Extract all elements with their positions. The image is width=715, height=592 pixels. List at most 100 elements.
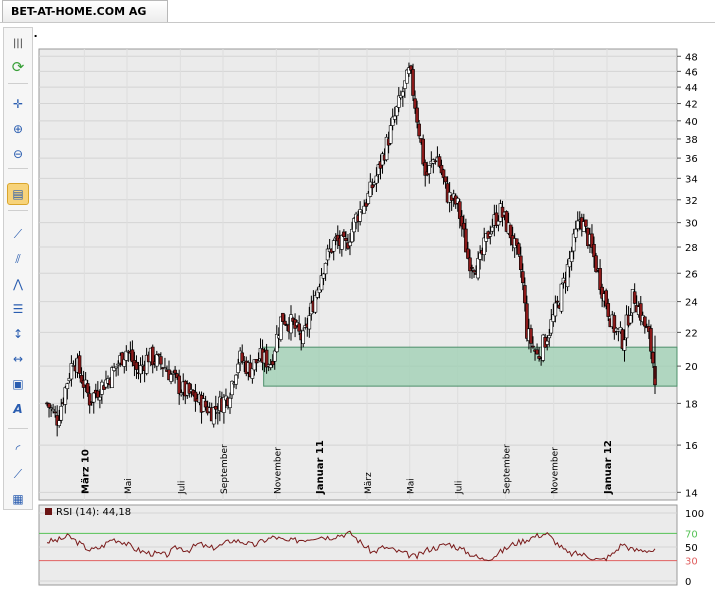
candle-body (177, 375, 181, 395)
candle-body (124, 350, 129, 361)
price-tick-label: 48 (685, 52, 698, 63)
candle-body (51, 409, 55, 412)
candle-body (405, 69, 409, 84)
candle-body (79, 375, 84, 383)
candle-body (494, 212, 499, 226)
candle-body (65, 383, 70, 389)
rsi-tick-label: 100 (685, 509, 704, 520)
price-tick-label: 24 (685, 298, 698, 309)
rsi-line (46, 530, 656, 562)
price-tick-label: 20 (685, 362, 698, 373)
candle-body (535, 349, 539, 355)
candle-body (301, 330, 306, 344)
refresh-icon[interactable]: ⟳ (11, 58, 25, 76)
fibonacci-icon[interactable]: ☰ (12, 302, 24, 316)
candle-body (384, 136, 389, 161)
price-axis: 14 16 18 20 22 24 26 28 30 32 34 36 38 40 42 44 46 48 (677, 52, 698, 499)
candle-body (462, 222, 466, 230)
candle-body (340, 235, 344, 250)
crosshair-icon[interactable]: ✛ (12, 97, 24, 111)
candle-body (407, 67, 411, 74)
vertical-line-icon[interactable]: ↕ (12, 327, 24, 341)
candle-body (468, 257, 472, 272)
candle-body (488, 233, 493, 237)
candle-body (289, 314, 293, 334)
candle-body (313, 295, 318, 313)
rsi-grid (39, 512, 677, 582)
price-tick-label: 38 (685, 135, 698, 146)
price-tick-label: 44 (685, 83, 698, 94)
candle-body (396, 95, 401, 108)
candle-body (315, 289, 320, 298)
text-icon[interactable]: A (13, 402, 23, 416)
candle-body (59, 405, 64, 421)
toolbar-separator (8, 83, 28, 84)
candle-body (537, 356, 541, 359)
candle-body (319, 275, 324, 291)
arc-icon[interactable]: ◜ (15, 442, 21, 456)
channel-icon[interactable]: ⫽ (15, 251, 21, 266)
candle-body (470, 267, 474, 269)
trendline-icon[interactable]: ⟋ (13, 226, 23, 241)
rectangle-icon[interactable]: ▣ (12, 377, 24, 391)
candle-body (598, 268, 602, 290)
candle-body (592, 244, 596, 258)
candle-body (264, 349, 269, 368)
candle-body (344, 237, 348, 241)
candle-body (358, 209, 362, 222)
candle-body (553, 302, 558, 317)
candle-body (555, 300, 560, 303)
candle-body (352, 218, 356, 233)
candle-body (283, 320, 287, 325)
candle-body (590, 233, 594, 248)
candle-body (331, 240, 336, 252)
candle-body (171, 373, 175, 375)
rsi-tick-label: 50 (685, 543, 698, 554)
time-tick-label: Juli (455, 481, 465, 495)
time-tick-label: Mai (407, 478, 417, 494)
price-tick-label: 42 (685, 100, 698, 111)
candle-body (559, 283, 564, 312)
candle-body (545, 340, 550, 345)
time-tick-label: September (220, 444, 230, 494)
candle-body (53, 411, 57, 414)
candle-body (140, 364, 145, 367)
bar-style-icon[interactable]: ||| (12, 37, 24, 49)
candle-body (268, 364, 273, 368)
candle-body (490, 226, 495, 232)
candle-body (606, 303, 611, 317)
candle-body (518, 255, 523, 270)
ray-icon[interactable]: ⟋ (13, 466, 23, 481)
candle-body (455, 198, 460, 204)
candle-body (144, 354, 149, 374)
candle-body (638, 303, 643, 321)
candle-body (584, 219, 588, 227)
candle-body (441, 169, 446, 178)
candle-body (464, 228, 468, 253)
rsi-layer (46, 530, 656, 562)
candle-body (155, 354, 159, 367)
candle-body (281, 312, 285, 322)
candle-body (274, 334, 279, 353)
candle-body (443, 176, 448, 183)
candle-body (234, 374, 238, 385)
zoom-out-icon[interactable]: ⊖ (12, 147, 24, 161)
support-zone[interactable] (263, 346, 678, 387)
candle-body (643, 316, 647, 327)
chart-settings-icon[interactable]: ▤ (7, 183, 29, 205)
rsi-axis: 0 30 50 70 100 (685, 509, 704, 588)
candle-body (439, 164, 444, 174)
candle-body (651, 352, 655, 364)
pitchfork-icon[interactable]: ⋀ (13, 277, 23, 291)
candle-body (525, 303, 529, 339)
colors-icon[interactable]: ▦ (12, 492, 24, 506)
horizontal-line-icon[interactable]: ↔ (12, 352, 24, 366)
candle-body (272, 350, 277, 362)
zoom-in-icon[interactable]: ⊕ (12, 122, 24, 136)
candle-body (110, 367, 114, 388)
candle-body (394, 106, 399, 117)
candle-body (403, 80, 407, 89)
candle-body (600, 286, 604, 299)
price-tick-label: 28 (685, 243, 698, 254)
